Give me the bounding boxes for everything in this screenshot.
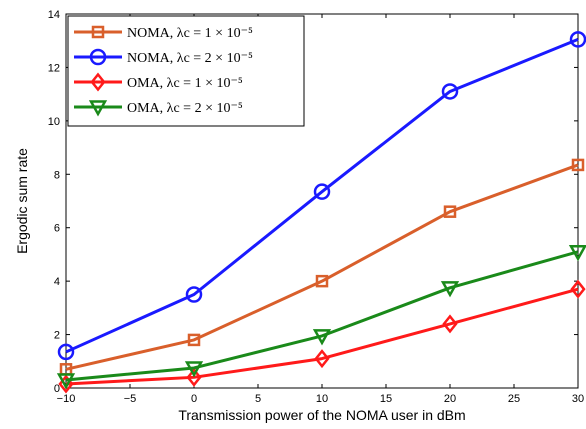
- legend-entry: OMA, λc = 2 × 10⁻⁵: [74, 100, 243, 117]
- legend-marker: [88, 100, 108, 117]
- data-point: [441, 83, 459, 100]
- data-point: [442, 314, 458, 334]
- data-point: [186, 367, 202, 387]
- series-2: [57, 31, 586, 361]
- legend-entry: NOMA, λc = 1 × 10⁻⁵: [74, 25, 253, 41]
- data-point: [56, 373, 76, 390]
- legend-marker: [89, 48, 107, 66]
- y-tick-label: 4: [54, 276, 60, 288]
- legend-marker: [90, 72, 106, 92]
- y-tick-label: 8: [54, 169, 60, 181]
- legend-label: OMA, λc = 2 × 10⁻⁵: [127, 101, 243, 116]
- x-tick-label: 5: [255, 393, 261, 405]
- legend-marker: [91, 25, 105, 39]
- data-point: [568, 245, 586, 262]
- data-point: [443, 205, 457, 218]
- x-tick-label: 20: [444, 393, 456, 405]
- series-line: [65, 37, 579, 354]
- data-point: [57, 343, 75, 361]
- x-tick-label: 0: [191, 393, 197, 405]
- x-tick-label: −10: [57, 393, 76, 405]
- data-point: [570, 279, 586, 299]
- data-point: [313, 183, 331, 200]
- legend: NOMA, λc = 1 × 10⁻⁵ NOMA, λc = 2 × 10⁻⁵ OM…: [67, 15, 305, 127]
- x-tick-label: 30: [572, 393, 584, 405]
- legend-entry: OMA, λc = 1 × 10⁻⁵: [74, 72, 243, 92]
- data-point: [312, 329, 332, 346]
- x-tick-label: 25: [508, 393, 520, 405]
- y-axis-label: Ergodic sum rate: [14, 148, 30, 254]
- legend-label: NOMA, λc = 1 × 10⁻⁵: [127, 26, 253, 41]
- series-1: [59, 158, 585, 376]
- series-line: [65, 287, 579, 386]
- data-point: [571, 158, 585, 172]
- x-tick-label: 10: [316, 393, 328, 405]
- y-tick-label: 2: [54, 330, 60, 342]
- y-tick-label: 12: [48, 62, 60, 74]
- x-tick-label: −5: [124, 393, 137, 405]
- y-tick-label: 0: [54, 383, 60, 395]
- series-layer: [56, 31, 586, 394]
- data-point: [314, 349, 330, 369]
- legend-label: NOMA, λc = 2 × 10⁻⁵: [127, 51, 253, 66]
- legend-label: OMA, λc = 1 × 10⁻⁵: [127, 76, 243, 91]
- data-point: [440, 281, 460, 298]
- data-point: [569, 31, 586, 48]
- data-point: [184, 361, 204, 378]
- data-point: [187, 333, 201, 347]
- x-tick-label: 15: [380, 393, 392, 405]
- series-line: [65, 250, 579, 382]
- y-tick-label: 10: [48, 116, 60, 128]
- y-tick-label: 14: [48, 9, 60, 21]
- series-line: [65, 163, 579, 371]
- x-axis-label: Transmission power of the NOMA user in d…: [178, 407, 465, 423]
- y-tick-label: 6: [54, 223, 60, 235]
- data-point: [315, 274, 329, 288]
- data-point: [185, 286, 203, 303]
- series-4: [56, 245, 586, 390]
- legend-entry: NOMA, λc = 2 × 10⁻⁵: [74, 48, 253, 66]
